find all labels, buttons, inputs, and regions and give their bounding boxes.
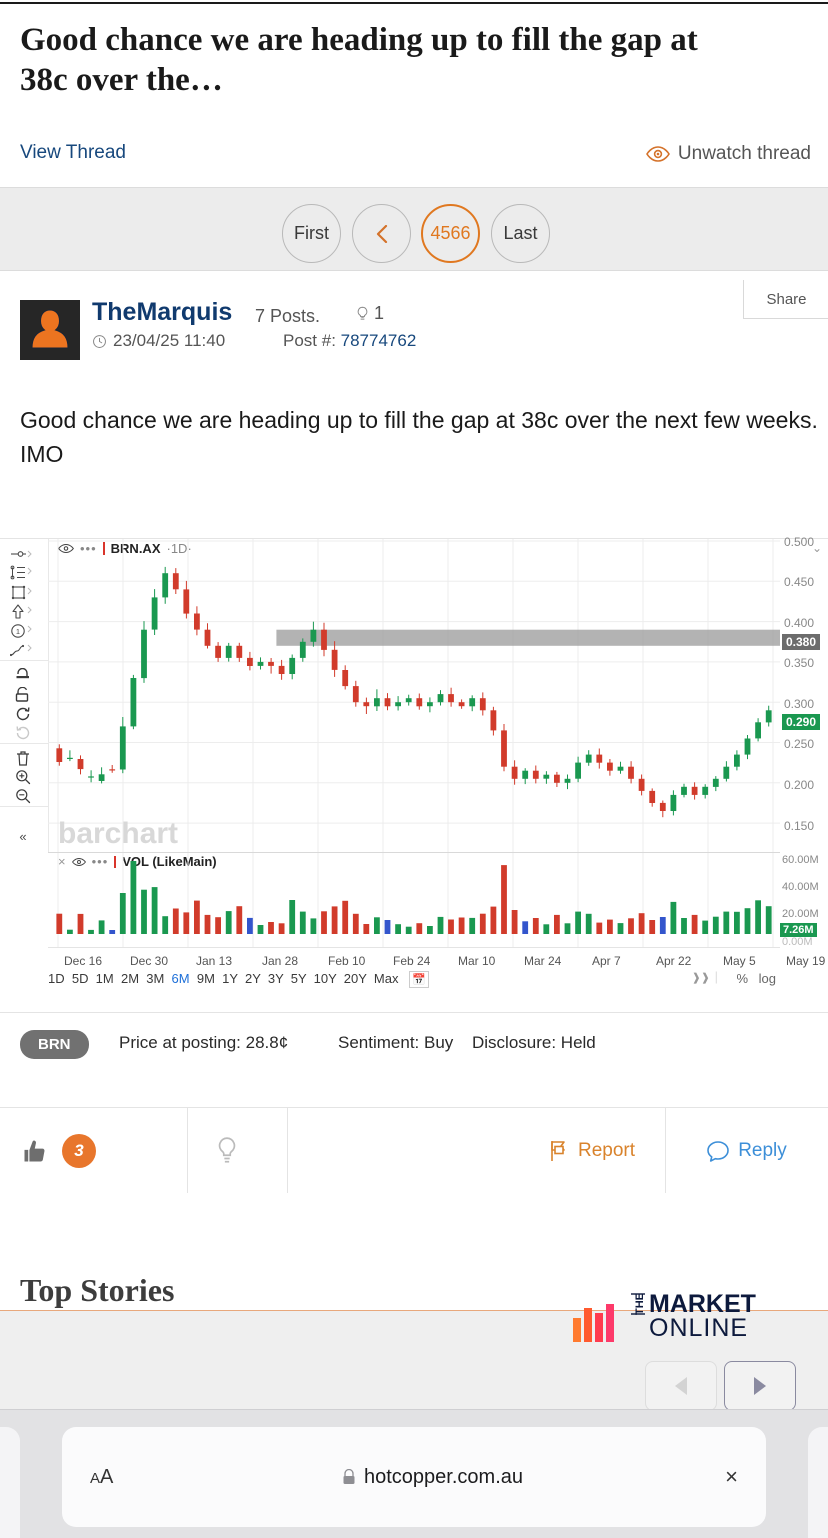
svg-text:THE: THE — [634, 1293, 646, 1315]
svg-text:1: 1 — [16, 627, 20, 636]
svg-text:ONLINE: ONLINE — [649, 1314, 748, 1342]
